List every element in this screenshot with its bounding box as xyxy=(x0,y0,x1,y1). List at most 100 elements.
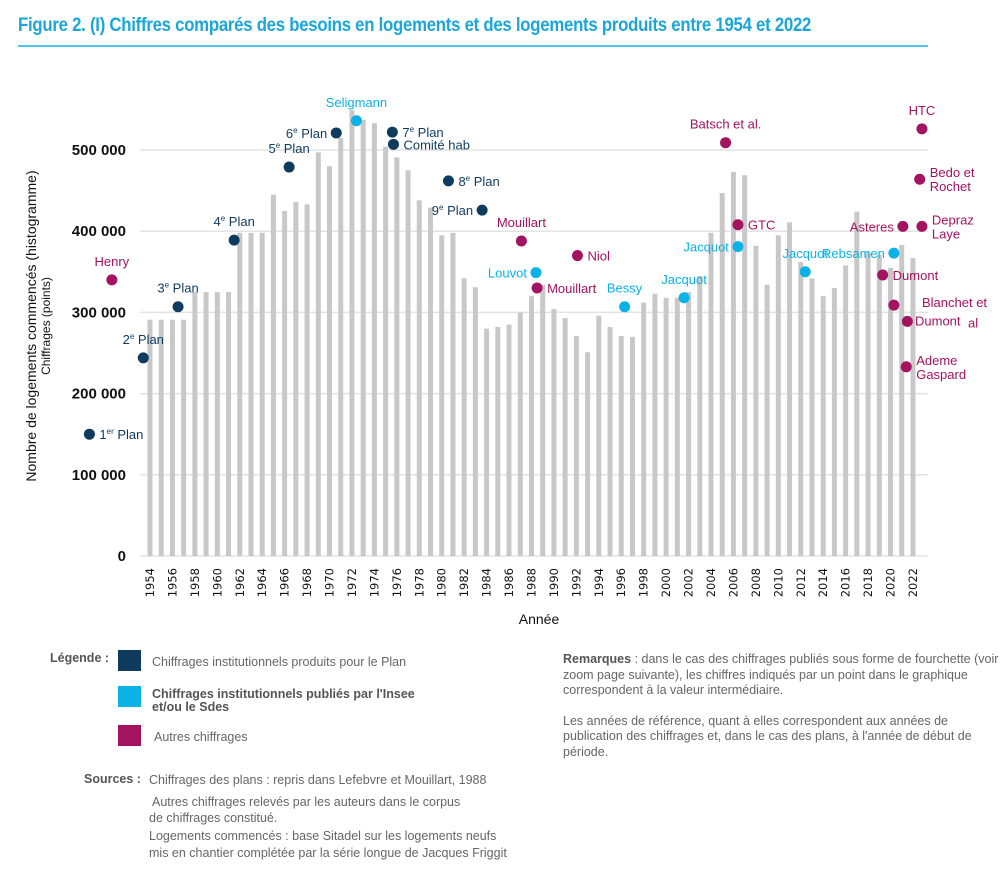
x-tick-label: 1990 xyxy=(547,568,561,597)
bar xyxy=(899,245,905,556)
point-label: Bedo et xyxy=(930,165,975,180)
bar xyxy=(158,319,164,556)
x-tick-label: 1986 xyxy=(502,568,516,597)
bar xyxy=(652,293,658,556)
point-label: Jacquot xyxy=(661,272,707,287)
x-tick-label: 1968 xyxy=(300,568,314,597)
point-label: Rebsamen xyxy=(822,246,885,261)
bar xyxy=(517,312,523,556)
bar xyxy=(349,110,355,556)
point-plan xyxy=(283,161,295,173)
x-tick-label: 1974 xyxy=(367,568,381,597)
x-tick-label: 1982 xyxy=(457,568,471,597)
x-tick-labels: 1954 1956 1958 1960 1962 1964 1966 1968 1970 1972… xyxy=(143,568,920,597)
bar xyxy=(484,328,490,556)
bar xyxy=(428,207,433,557)
bar xyxy=(394,157,400,557)
point-label: Laye xyxy=(932,226,960,241)
point-label: Rochet xyxy=(930,179,972,194)
bar xyxy=(843,265,849,556)
point-label: 9e Plan xyxy=(432,203,473,218)
bar xyxy=(383,146,389,556)
source-line: Chiffrages des plans : repris dans Lefeb… xyxy=(149,773,487,787)
sources-title: Sources : xyxy=(84,772,141,786)
x-tick-label: 2012 xyxy=(794,568,808,597)
x-tick-label: 2002 xyxy=(682,568,696,597)
point-autres xyxy=(106,274,118,286)
point-insee xyxy=(799,266,811,278)
point-autres xyxy=(888,299,900,311)
bar xyxy=(641,302,647,556)
point-label: 5e Plan xyxy=(268,141,309,156)
bar xyxy=(562,318,568,556)
point-label: Henry xyxy=(95,254,130,269)
x-tick-label: 2016 xyxy=(839,568,853,597)
x-tick-label: 1958 xyxy=(188,568,202,597)
bar xyxy=(730,171,736,556)
bar xyxy=(181,319,187,556)
bar xyxy=(742,175,748,556)
bar xyxy=(798,262,804,556)
title-divider xyxy=(18,45,928,47)
points: 1er Plan Henry 2e Plan 3e Plan 4e Plan 5e Pla… xyxy=(83,95,987,442)
legend-label-insee: Chiffrages institutionnels publiés par l… xyxy=(152,687,415,701)
point-plan xyxy=(387,138,399,150)
bar xyxy=(674,297,680,556)
bar xyxy=(248,232,254,556)
point-autres xyxy=(720,137,732,149)
point-label: Asteres xyxy=(850,219,895,234)
point-label: Jacquot xyxy=(683,240,729,255)
bar xyxy=(629,336,635,556)
point-plan xyxy=(476,204,488,216)
source-line: de chiffrages constitué. xyxy=(149,811,278,825)
source-line: Logements commencés : base Sitadel sur l… xyxy=(149,829,497,843)
legend-swatch-plan xyxy=(118,650,141,671)
x-tick-label: 1984 xyxy=(480,568,494,597)
chart: 0 100 000 200 000 300 000 400 000 500 000 195… xyxy=(23,95,987,627)
bar xyxy=(203,292,209,556)
point-label: Batsch et al. xyxy=(690,117,762,132)
y-tick-label: 200 000 xyxy=(72,386,126,403)
remarks: Remarques : dans le cas des chiffrages p… xyxy=(563,652,1003,775)
bar xyxy=(439,235,445,556)
point-label: Depraz xyxy=(932,212,974,227)
bar xyxy=(371,123,377,556)
bar xyxy=(820,296,826,556)
point-label: GTC xyxy=(748,218,775,233)
legend-swatch-autres xyxy=(118,725,141,746)
bar xyxy=(472,287,478,556)
bar xyxy=(775,235,781,556)
point-insee xyxy=(619,301,631,313)
legend-label-insee-2: et/ou le Sdes xyxy=(152,700,230,714)
point-autres xyxy=(916,123,928,135)
point-label: 6e Plan xyxy=(286,126,327,141)
bar xyxy=(461,278,467,556)
point-plan xyxy=(442,175,454,187)
y-axis-label: Nombre de logements commencés (histogram… xyxy=(23,170,39,481)
legend-label-autres: Autres chiffrages xyxy=(154,730,248,744)
point-plan xyxy=(386,126,398,138)
x-tick-label: 1992 xyxy=(569,568,583,597)
point-insee xyxy=(732,241,744,253)
bar xyxy=(169,319,175,556)
bar xyxy=(809,278,815,556)
remarks-title: Remarques xyxy=(563,652,632,666)
point-label: Seligmann xyxy=(326,95,387,110)
point-label: Dumont xyxy=(893,268,939,283)
bar xyxy=(551,309,557,556)
figure-title: Figure 2. (I) Chiffres comparés des beso… xyxy=(18,14,812,36)
bar xyxy=(888,267,894,556)
x-tick-label: 2022 xyxy=(906,568,920,597)
bar xyxy=(214,292,220,556)
x-tick-label: 2020 xyxy=(884,568,898,597)
x-tick-label: 2008 xyxy=(749,568,763,597)
bar xyxy=(495,327,501,556)
y-tick-label: 0 xyxy=(118,548,126,565)
bar xyxy=(237,232,243,556)
point-plan xyxy=(330,127,342,139)
x-tick-label: 1960 xyxy=(210,568,224,597)
y-tick-label: 100 000 xyxy=(72,467,126,484)
bar xyxy=(293,201,299,556)
point-insee xyxy=(350,115,362,127)
y-tick-label: 400 000 xyxy=(72,223,126,240)
